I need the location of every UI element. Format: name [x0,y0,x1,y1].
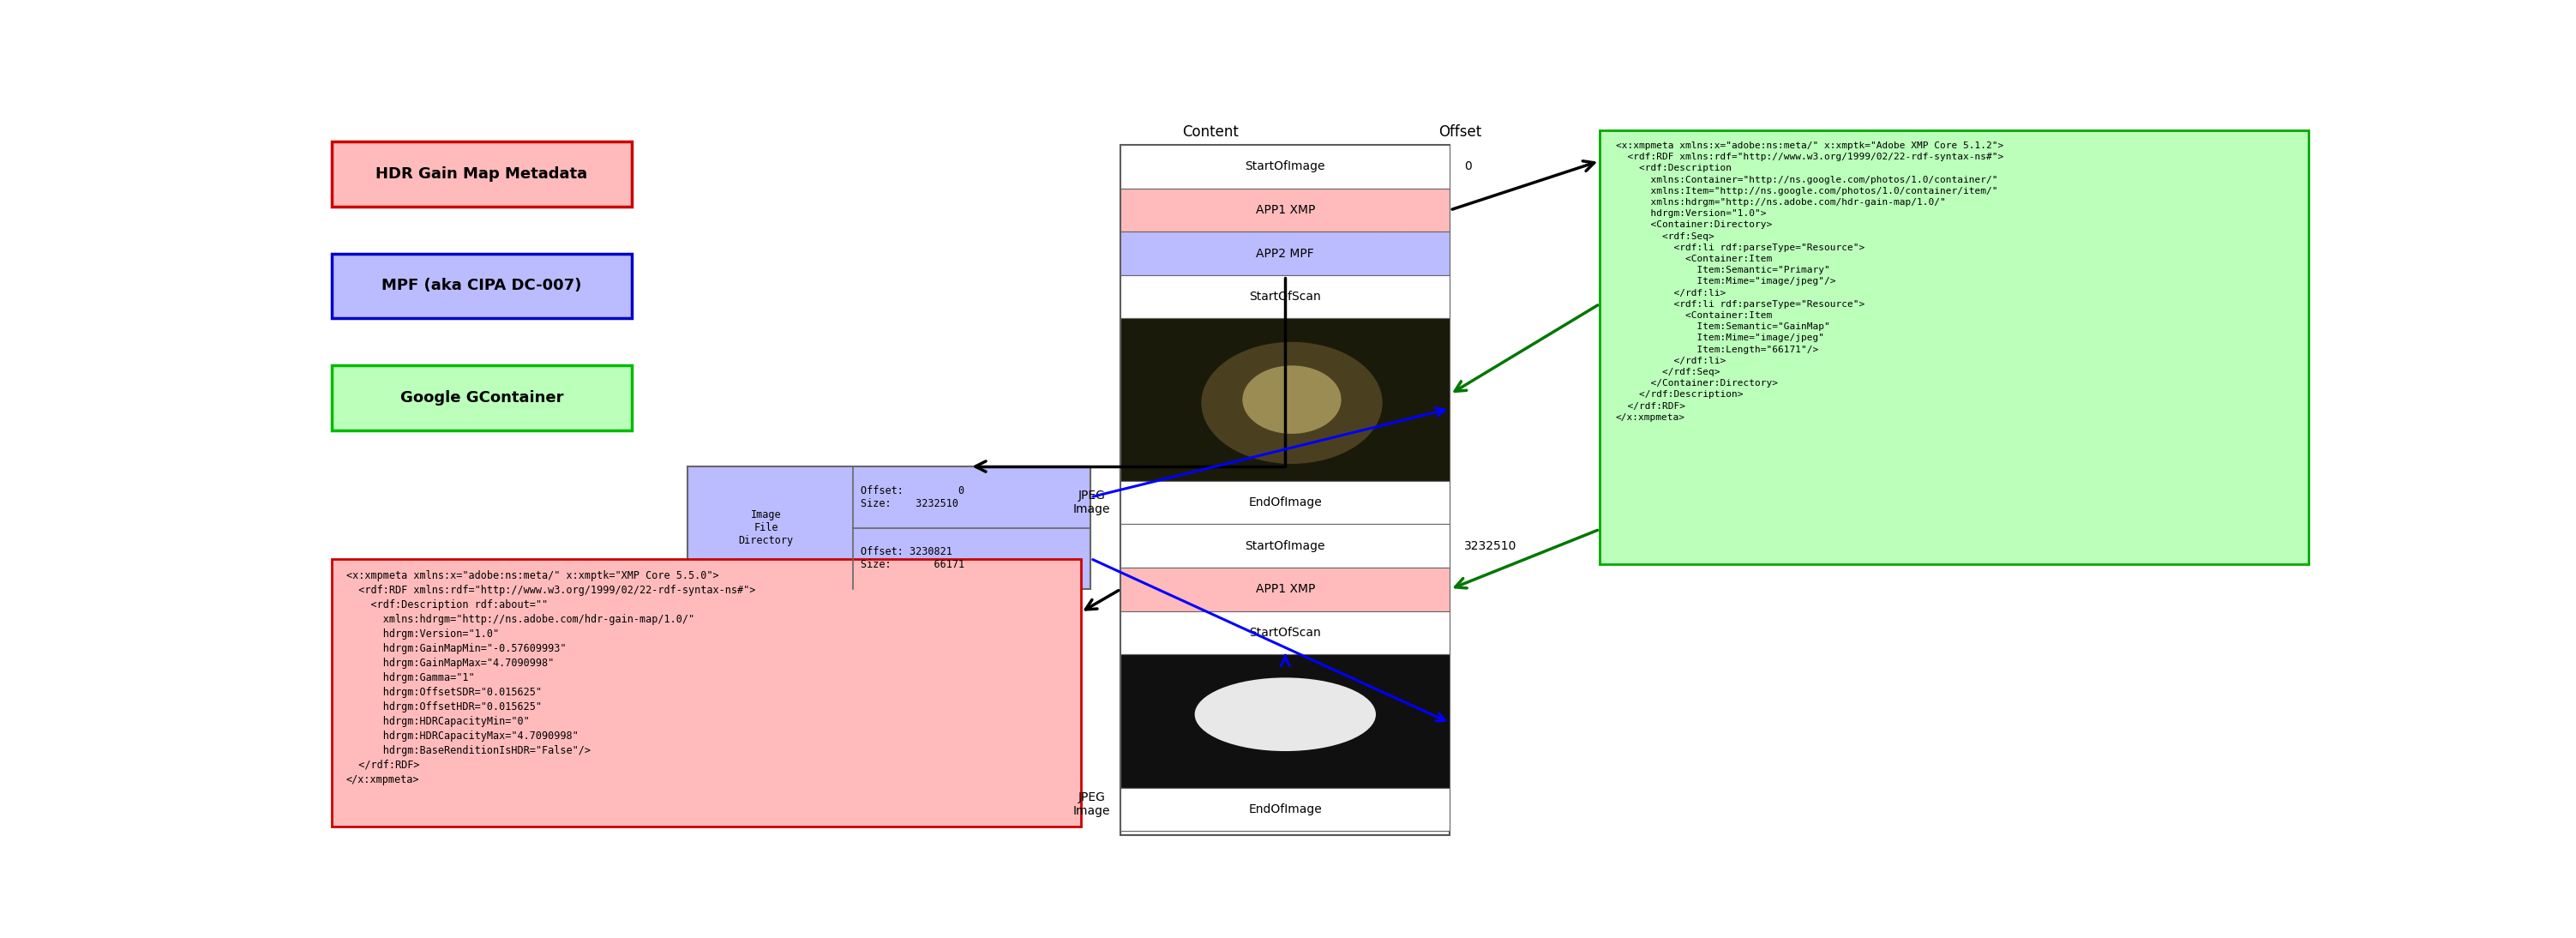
Bar [1121,524,1450,567]
Bar [1121,655,1450,788]
Bar [688,466,1090,589]
Bar [332,559,1082,826]
Text: EndOfImage: EndOfImage [1249,804,1321,815]
Bar [1600,130,2308,564]
Ellipse shape [1200,342,1383,464]
Bar [1121,275,1450,318]
Text: Image
File
Directory: Image File Directory [739,509,793,546]
Text: Offset: 3230821
Size:       66171: Offset: 3230821 Size: 66171 [860,547,963,570]
Text: EndOfImage: EndOfImage [1249,496,1321,508]
Bar [1121,611,1450,655]
Text: APP2 MPF: APP2 MPF [1257,248,1314,260]
Text: Offset: Offset [1437,125,1481,140]
Ellipse shape [1195,677,1376,751]
Bar [1121,567,1450,611]
Ellipse shape [1242,366,1342,433]
Text: MPF (aka CIPA DC-007): MPF (aka CIPA DC-007) [381,279,582,294]
Text: 0: 0 [1463,160,1471,173]
Bar [1121,788,1450,831]
Text: Google GContainer: Google GContainer [399,390,564,405]
Text: JPEG
Image: JPEG Image [1074,490,1110,516]
Bar [1121,481,1450,524]
Bar [332,366,631,431]
Text: StartOfScan: StartOfScan [1249,291,1321,303]
Text: StartOfScan: StartOfScan [1249,627,1321,639]
Bar [1121,189,1450,232]
Text: APP1 XMP: APP1 XMP [1255,204,1314,216]
Text: StartOfImage: StartOfImage [1244,160,1324,173]
Bar [1121,145,1450,835]
Text: <x:xmpmeta xmlns:x="adobe:ns:meta/" x:xmptk="XMP Core 5.5.0">
  <rdf:RDF xmlns:r: <x:xmpmeta xmlns:x="adobe:ns:meta/" x:xm… [345,569,755,785]
Bar [332,253,631,318]
Bar [332,142,631,206]
Bar [1121,232,1450,275]
Bar [1121,145,1450,189]
Text: APP1 XMP: APP1 XMP [1255,583,1314,596]
Text: 3232510: 3232510 [1463,540,1517,552]
Text: Content: Content [1182,125,1239,140]
Text: <x:xmpmeta xmlns:x="adobe:ns:meta/" x:xmptk="Adobe XMP Core 5.1.2">
  <rdf:RDF x: <x:xmpmeta xmlns:x="adobe:ns:meta/" x:xm… [1615,142,2004,422]
Text: StartOfImage: StartOfImage [1244,540,1324,552]
Text: HDR Gain Map Metadata: HDR Gain Map Metadata [376,166,587,182]
Text: JPEG
Image: JPEG Image [1074,792,1110,817]
Text: Offset:         0
Size:    3232510: Offset: 0 Size: 3232510 [860,485,963,509]
Bar [1121,318,1450,481]
